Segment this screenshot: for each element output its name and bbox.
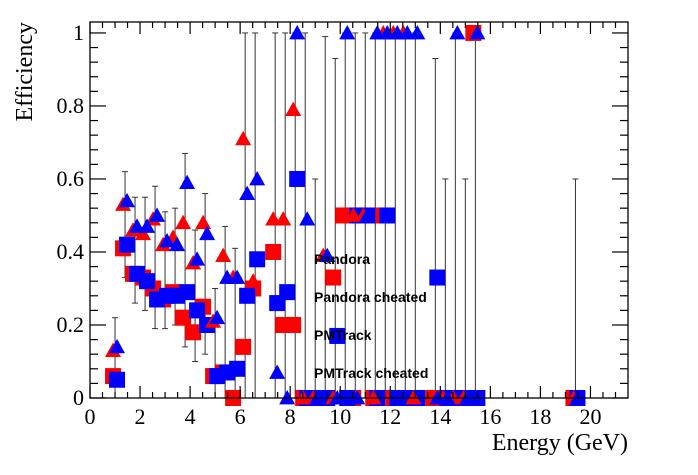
x-tick-label: 14 — [429, 404, 451, 429]
square-marker — [429, 269, 446, 286]
triangle-marker — [235, 130, 252, 146]
square-marker — [265, 243, 282, 260]
triangle-marker — [209, 309, 226, 325]
triangle-marker — [349, 390, 366, 405]
triangle-marker — [389, 24, 406, 40]
x-tick-label: 4 — [185, 404, 196, 429]
square-marker — [285, 316, 302, 333]
x-tick-label: 18 — [529, 404, 551, 429]
triangle-marker — [175, 214, 192, 230]
triangle-marker — [399, 24, 416, 40]
square-marker — [119, 236, 136, 253]
x-tick-label: 2 — [135, 404, 146, 429]
x-tick-label: 10 — [329, 404, 351, 429]
square-marker — [235, 338, 252, 355]
triangle-marker — [159, 233, 176, 248]
square-marker — [249, 251, 266, 268]
triangle-marker — [229, 269, 246, 284]
triangle-marker — [449, 24, 466, 40]
triangle-marker — [195, 214, 212, 230]
triangle-marker — [369, 24, 386, 40]
triangle-marker — [249, 170, 266, 186]
triangle-marker — [429, 390, 446, 405]
triangle-marker — [109, 338, 126, 354]
triangle-marker — [239, 185, 256, 200]
square-marker — [289, 170, 306, 187]
triangle-marker — [339, 24, 356, 40]
legend-entry-pmtrack-cheated: PMTrack cheated — [314, 365, 428, 381]
square-marker — [329, 327, 346, 344]
triangle-marker — [139, 218, 156, 233]
square-marker — [239, 287, 256, 304]
legend: Pandora Pandora cheated PMTrack PMTrack … — [314, 251, 428, 381]
y-axis-title: Efficiency — [12, 22, 38, 122]
triangle-marker — [335, 207, 352, 222]
triangle-marker — [179, 174, 196, 190]
x-tick-label: 8 — [285, 404, 296, 429]
triangle-marker — [279, 390, 296, 405]
y-tick-label: 0.2 — [57, 312, 85, 337]
triangle-marker — [469, 24, 486, 40]
triangle-marker — [379, 24, 396, 40]
y-tick-label: 0.4 — [57, 239, 85, 264]
chart-marks — [105, 24, 586, 406]
triangle-marker — [289, 24, 306, 40]
y-tick-label: 0 — [73, 385, 84, 410]
square-marker — [379, 207, 396, 224]
y-tick-label: 1 — [73, 20, 84, 45]
legend-entry-pmtrack: PMTrack — [314, 327, 372, 343]
square-marker — [279, 284, 296, 301]
triangle-marker — [219, 269, 236, 284]
x-tick-label: 16 — [479, 404, 501, 429]
triangle-marker — [245, 273, 262, 288]
square-marker — [229, 360, 246, 377]
triangle-marker — [359, 207, 376, 222]
square-marker — [179, 284, 196, 301]
y-axis: 0 0.2 0.4 0.6 0.8 1 — [57, 20, 628, 410]
square-marker — [139, 273, 156, 290]
square-marker — [185, 324, 202, 341]
triangle-marker — [365, 390, 382, 405]
x-tick-label: 0 — [85, 404, 96, 429]
legend-entry-pandora-cheated: Pandora cheated — [314, 289, 427, 305]
triangle-marker — [129, 218, 146, 233]
triangle-marker — [169, 236, 186, 252]
x-tick-label: 20 — [579, 404, 601, 429]
triangle-marker — [309, 390, 326, 405]
triangle-marker — [275, 211, 292, 226]
triangle-marker — [299, 211, 316, 226]
triangle-marker — [269, 364, 286, 379]
triangle-marker — [329, 390, 346, 405]
triangle-marker — [459, 390, 476, 405]
square-marker — [189, 302, 206, 319]
triangle-marker — [119, 192, 136, 208]
x-axis: 0 2 4 6 8 10 12 14 16 18 20 — [85, 22, 617, 429]
plot-frame — [89, 21, 629, 399]
square-marker — [175, 309, 192, 326]
x-tick-label: 12 — [379, 404, 401, 429]
triangle-marker — [319, 247, 336, 263]
triangle-marker — [265, 211, 282, 226]
legend-entry-pandora: Pandora — [314, 251, 370, 267]
triangle-marker — [189, 251, 206, 266]
y-tick-label: 0.8 — [57, 93, 85, 118]
triangle-marker — [285, 101, 302, 117]
triangle-marker — [135, 225, 152, 241]
x-tick-label: 6 — [235, 404, 246, 429]
triangle-marker — [215, 247, 232, 263]
triangle-marker — [405, 390, 422, 405]
triangle-marker — [149, 207, 166, 222]
triangle-marker — [345, 207, 362, 222]
x-axis-title: Energy (GeV) — [492, 430, 628, 456]
y-tick-label: 0.6 — [57, 166, 85, 191]
square-marker — [109, 371, 126, 388]
square-marker — [325, 269, 342, 286]
triangle-marker — [439, 390, 456, 405]
triangle-marker — [199, 225, 216, 241]
triangle-marker — [409, 24, 426, 40]
